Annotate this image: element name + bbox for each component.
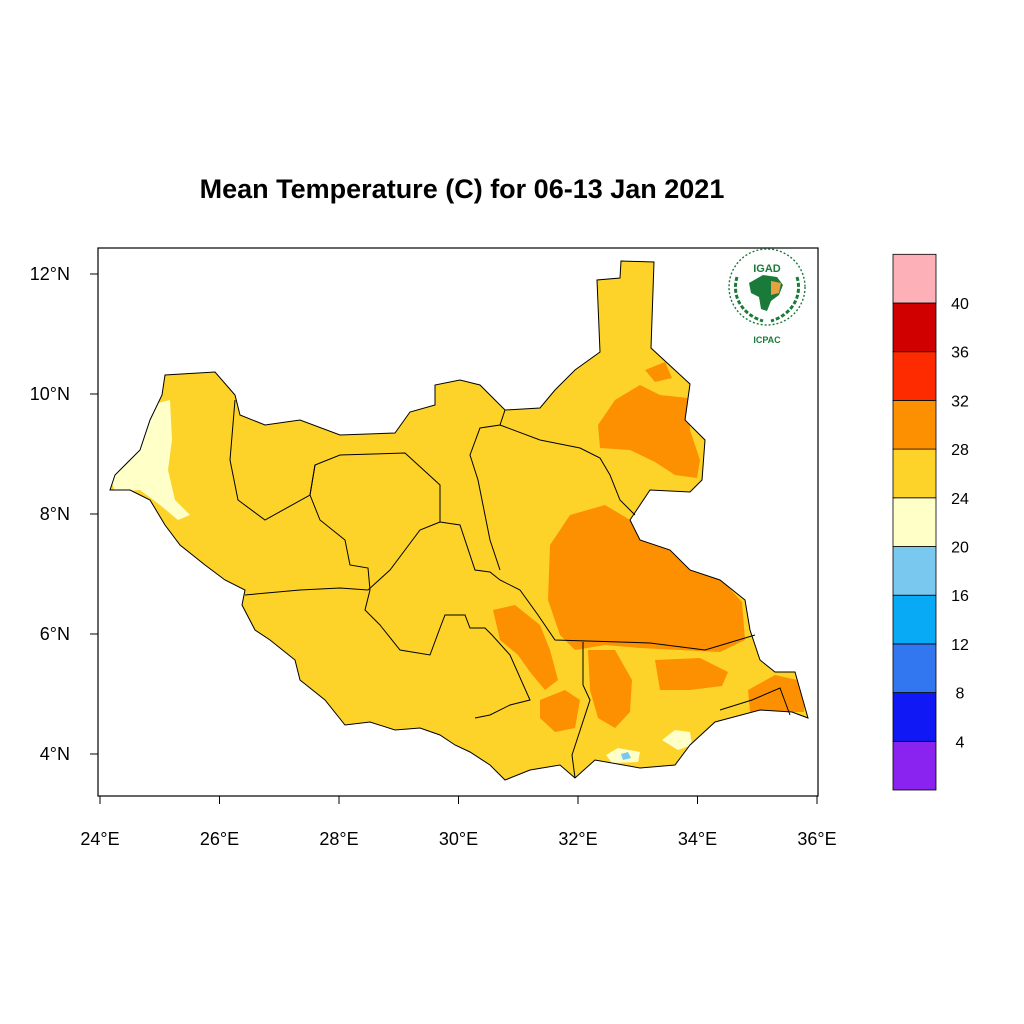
logo-horn-highlight [771, 281, 781, 295]
logo-outer-ring [728, 248, 806, 326]
colorbar-swatch [892, 643, 937, 694]
field-28-32-central [548, 505, 745, 652]
logo-bottom-text: ICPAC [753, 335, 781, 345]
colorbar-swatch [892, 399, 937, 450]
colorbar-swatch [892, 594, 937, 645]
y-tick-label: 6°N [40, 624, 70, 644]
colorbar-label: 20 [951, 540, 969, 557]
colorbar-label: 4 [956, 734, 965, 751]
field-28-32-southeast [748, 675, 806, 712]
x-tick-label: 24°E [80, 829, 119, 849]
x-tick-label: 30°E [439, 829, 478, 849]
map-title: Mean Temperature (C) for 06-13 Jan 2021 [199, 174, 725, 204]
field-28-32-south-d [655, 658, 728, 690]
field-20-24-southeast [662, 730, 692, 750]
country-outline [109, 260, 809, 781]
field-28-32-south-a [493, 605, 558, 690]
x-tick-label: 34°E [678, 829, 717, 849]
colorbar-label: 40 [951, 296, 969, 313]
colorbar-swatch [892, 546, 937, 596]
colorbar-swatch [892, 253, 937, 304]
colorbar-label: 16 [951, 588, 969, 605]
field-28-32-south-c [588, 650, 632, 728]
colorbar-label: 24 [951, 491, 969, 508]
colorbar-swatch [892, 351, 937, 401]
colorbar-swatch [892, 740, 937, 791]
colorbar-label: 12 [951, 637, 969, 654]
colorbar-label: 8 [956, 686, 965, 703]
colorbar-label: 28 [951, 442, 969, 459]
field-28-32-south-b [540, 690, 580, 732]
colorbar-label: 36 [951, 345, 969, 362]
y-tick-label: 8°N [40, 504, 70, 524]
field-16-20-south [621, 752, 631, 760]
colorbar-swatch [892, 692, 937, 742]
state-borders [229, 399, 791, 779]
y-tick-label: 10°N [30, 384, 70, 404]
colorbar: 4 8 12 16 20 24 28 32 36 40 [892, 253, 969, 791]
x-tick-label: 28°E [319, 829, 358, 849]
logo-top-text: IGAD [753, 263, 781, 275]
field-28-32-northeast-spot [645, 362, 672, 382]
x-tick-label: 32°E [558, 829, 597, 849]
x-tick-label: 26°E [200, 829, 239, 849]
field-28-32-northeast [598, 385, 700, 478]
colorbar-swatch [892, 497, 937, 547]
colorbar-label: 32 [951, 393, 969, 410]
y-tick-label: 4°N [40, 744, 70, 764]
igad-icpac-logo: IGAD ICPAC [728, 248, 806, 345]
y-tick-label: 12°N [30, 264, 70, 284]
colorbar-swatch [892, 302, 937, 353]
colorbar-swatch [892, 448, 937, 499]
x-tick-label: 36°E [797, 829, 836, 849]
map-axes: 24°E 26°E 28°E 30°E 32°E 34°E 36°E 4°N 6°N 8°N 10°… [30, 264, 837, 849]
